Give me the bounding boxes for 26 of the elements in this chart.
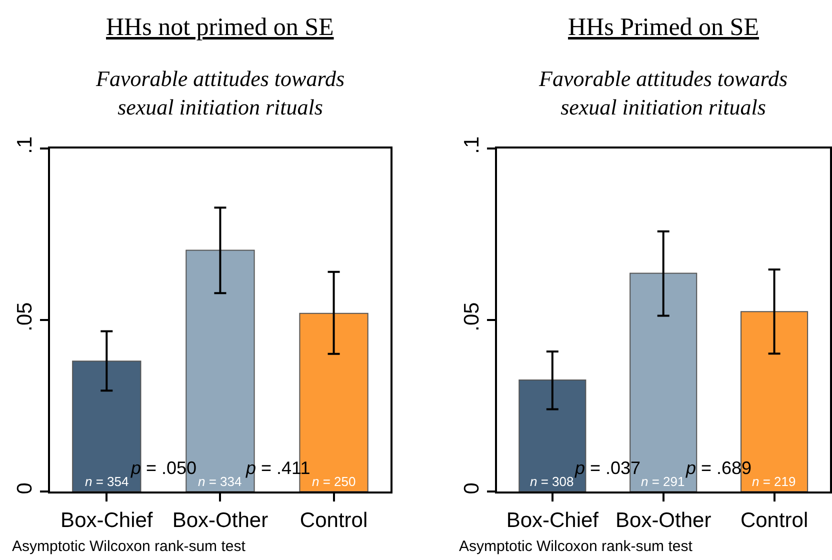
chart-subtitle: Favorable attitudes towards sexual initiation rituals	[95, 66, 345, 120]
y-tick-label: .1	[13, 136, 36, 154]
annotation: n = 250	[312, 474, 356, 489]
x-tick-label: Box-Chief	[506, 508, 599, 532]
text: Asymptotic Wilcoxon rank-sum test	[12, 538, 246, 555]
y-tick-label: 0	[460, 482, 484, 494]
y-tick-label: .05	[460, 302, 484, 332]
x-tick-label: Box-Chief	[60, 508, 153, 532]
x-tick-label: Control	[740, 508, 808, 532]
chart-subtitle: Favorable attitudes towards sexual initiation rituals	[538, 66, 788, 120]
y-tick-label: 0	[13, 482, 36, 494]
chart-title: HHs Primed on SE	[568, 14, 759, 41]
annotation: n = 308	[530, 474, 574, 489]
bar	[518, 380, 586, 492]
bar	[72, 360, 142, 492]
x-tick-label: Box-Other	[172, 508, 268, 532]
y-tick-label: .05	[13, 302, 36, 332]
chart-title: HHs not primed on SE	[106, 14, 334, 41]
y-tick-label: .1	[460, 136, 484, 154]
x-tick-label: Control	[300, 508, 368, 532]
text: Asymptotic Wilcoxon rank-sum test	[459, 538, 694, 555]
annotation: n = 219	[752, 474, 796, 489]
annotation: n = 354	[85, 474, 129, 489]
x-tick-label: Box-Other	[615, 508, 712, 532]
annotation: n = 291	[641, 474, 685, 489]
annotation: n = 334	[198, 474, 242, 489]
